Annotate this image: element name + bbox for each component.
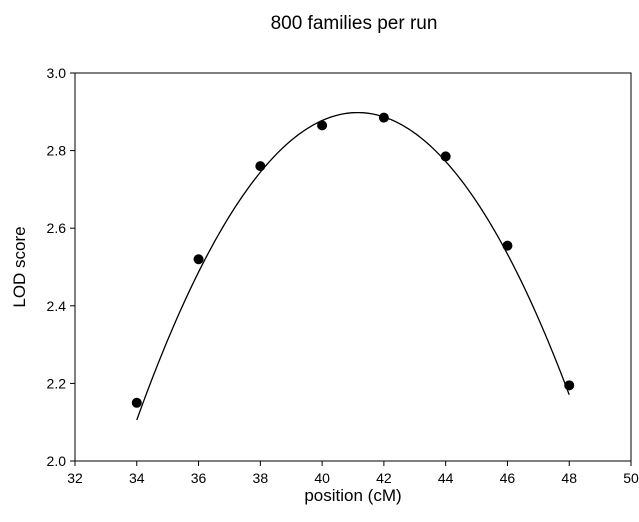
x-tick-label: 44 (438, 470, 454, 486)
x-axis-ticks: 32 34 36 38 40 42 44 46 48 50 (67, 461, 639, 486)
data-point (502, 240, 513, 251)
x-tick-label: 36 (191, 470, 207, 486)
x-tick-label: 46 (500, 470, 516, 486)
x-tick-label: 50 (623, 470, 639, 486)
chart-title: 800 families per run (271, 13, 438, 34)
fit-curve (136, 111, 570, 421)
y-axis-ticks: 2.0 2.2 2.4 2.6 2.8 3.0 (47, 65, 75, 469)
x-tick-label: 32 (67, 470, 83, 486)
y-tick-label: 2.4 (47, 298, 67, 314)
x-tick-label: 42 (376, 470, 392, 486)
y-tick-label: 2.8 (47, 143, 67, 159)
data-point (317, 120, 328, 131)
y-tick-label: 3.0 (47, 65, 67, 81)
data-point (378, 112, 389, 123)
y-tick-label: 2.6 (47, 220, 67, 236)
y-tick-label: 2.0 (47, 453, 67, 469)
data-points (131, 112, 575, 408)
data-point (193, 254, 204, 265)
x-tick-label: 48 (561, 470, 577, 486)
y-tick-label: 2.2 (47, 375, 67, 391)
data-point (131, 397, 142, 408)
plot-frame (74, 72, 632, 462)
data-point (255, 161, 266, 172)
x-tick-label: 40 (314, 470, 330, 486)
data-point (440, 151, 451, 162)
y-axis-label: LOD score (10, 226, 29, 307)
x-axis-label: position (cM) (304, 486, 401, 505)
data-point (564, 380, 575, 391)
x-tick-label: 38 (253, 470, 269, 486)
x-tick-label: 34 (129, 470, 145, 486)
